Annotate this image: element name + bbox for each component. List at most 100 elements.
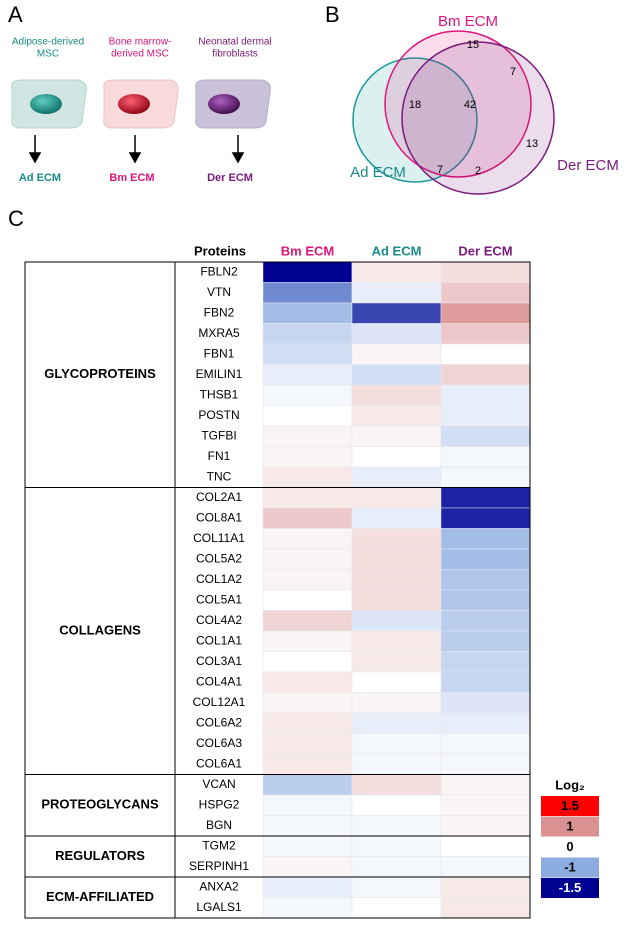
panel-label: A	[8, 2, 23, 27]
heatmap-cell	[351, 897, 442, 919]
protein-label: VTN	[207, 285, 231, 299]
heatmap-cell	[440, 610, 531, 632]
heatmap-cell	[351, 384, 442, 406]
heatmap-cell	[440, 261, 531, 283]
heatmap-cell	[440, 774, 531, 796]
heatmap-cell	[262, 671, 353, 693]
protein-label: BGN	[206, 818, 232, 832]
protein-label: TGM2	[202, 838, 236, 852]
heatmap-cell	[351, 569, 442, 591]
heatmap-cell	[440, 507, 531, 529]
heatmap-cell	[262, 774, 353, 796]
heatmap-cell	[262, 876, 353, 898]
heatmap-cell	[262, 569, 353, 591]
protein-label: COL12A1	[193, 695, 246, 709]
cell-illustrations	[11, 79, 271, 164]
ecm-label: Bm ECM	[109, 172, 154, 184]
heatmap-cell	[351, 487, 442, 509]
group-label: ECM-AFFILIATED	[46, 889, 154, 904]
heatmap-cell	[440, 282, 531, 304]
heatmap-cell	[351, 507, 442, 529]
heatmap-cell	[440, 794, 531, 816]
heatmap-cell	[440, 446, 531, 468]
heatmap-cell	[440, 692, 531, 714]
protein-label: COL5A2	[196, 551, 242, 565]
heatmap-cell	[351, 302, 442, 324]
heatmap-cell	[262, 282, 353, 304]
heatmap-cell	[440, 671, 531, 693]
protein-label: COL4A2	[196, 613, 242, 627]
protein-label: COL11A1	[193, 531, 245, 545]
heatmap-cell	[440, 548, 531, 570]
heatmap-cell	[351, 528, 442, 550]
heatmap-cell	[351, 282, 442, 304]
heatmap-cell	[262, 507, 353, 529]
heatmap-cell	[262, 343, 353, 365]
heatmap-cell	[262, 589, 353, 611]
region-count: 2	[475, 165, 481, 177]
heatmap-cell	[262, 302, 353, 324]
protein-label: COL6A3	[196, 736, 242, 750]
protein-label: VCAN	[202, 777, 235, 791]
heatmap-cell	[262, 548, 353, 570]
heatmap-cell	[262, 487, 353, 509]
legend-label: -1.5	[559, 880, 581, 895]
heatmap-cell	[351, 405, 442, 427]
heatmap-cell	[262, 856, 353, 878]
protein-label: FBN2	[204, 305, 235, 319]
legend-swatch	[541, 837, 599, 857]
cell-source: Bone marrow-	[109, 37, 172, 48]
protein-label: SERPINH1	[189, 859, 249, 873]
heatmap-cell	[262, 794, 353, 816]
heatmap-cell	[262, 897, 353, 919]
heatmap-cell	[262, 364, 353, 386]
protein-label: COL5A1	[196, 592, 242, 606]
cell-source: fibroblasts	[212, 49, 258, 60]
legend-label: 0	[566, 839, 573, 854]
column-header: Bm ECM	[281, 243, 334, 258]
heatmap-cell	[351, 794, 442, 816]
heatmap-cell	[351, 651, 442, 673]
heatmap-cell	[351, 712, 442, 734]
protein-label: FBN1	[204, 346, 235, 360]
heatmap-cell	[440, 589, 531, 611]
heatmap-cell	[440, 302, 531, 324]
legend-swatch	[541, 816, 599, 837]
cell-source: Neonatal dermal	[198, 37, 271, 48]
heatmap-cell	[440, 569, 531, 591]
heatmap-cell	[262, 323, 353, 345]
heatmap-cell	[262, 466, 353, 488]
protein-label: POSTN	[198, 408, 239, 422]
heatmap-cell	[351, 466, 442, 488]
heatmap-frame	[24, 261, 531, 919]
heatmap-cell	[440, 897, 531, 919]
heatmap-cell	[262, 712, 353, 734]
protein-label: TNC	[207, 469, 232, 483]
heatmap-cell	[351, 692, 442, 714]
heatmap-cell	[440, 630, 531, 652]
region-count: 15	[467, 39, 479, 51]
heatmap-cell	[262, 835, 353, 857]
protein-label: COL6A2	[196, 715, 242, 729]
legend-swatch	[541, 796, 599, 816]
heatmap-cell	[440, 733, 531, 755]
heatmap-cell	[440, 528, 531, 550]
legend-title: Log₂	[555, 777, 585, 792]
heatmap-cell	[440, 856, 531, 878]
protein-label: COL8A1	[196, 510, 242, 524]
panel-label: C	[8, 206, 24, 231]
protein-label: COL1A2	[196, 572, 242, 586]
protein-label: MXRA5	[198, 326, 240, 340]
protein-label: COL2A1	[196, 490, 242, 504]
heatmap-cell	[351, 610, 442, 632]
heatmap-cell	[440, 364, 531, 386]
heatmap-cell	[262, 261, 353, 283]
column-header: Der ECM	[458, 243, 512, 258]
protein-label: EMILIN1	[196, 367, 243, 381]
legend-label: 1	[566, 818, 573, 833]
heatmap-cell	[351, 856, 442, 878]
group-label: COLLAGENS	[59, 622, 141, 637]
protein-label: ANXA2	[199, 879, 239, 893]
protein-label: COL1A1	[196, 633, 242, 647]
heatmap-cell	[262, 630, 353, 652]
